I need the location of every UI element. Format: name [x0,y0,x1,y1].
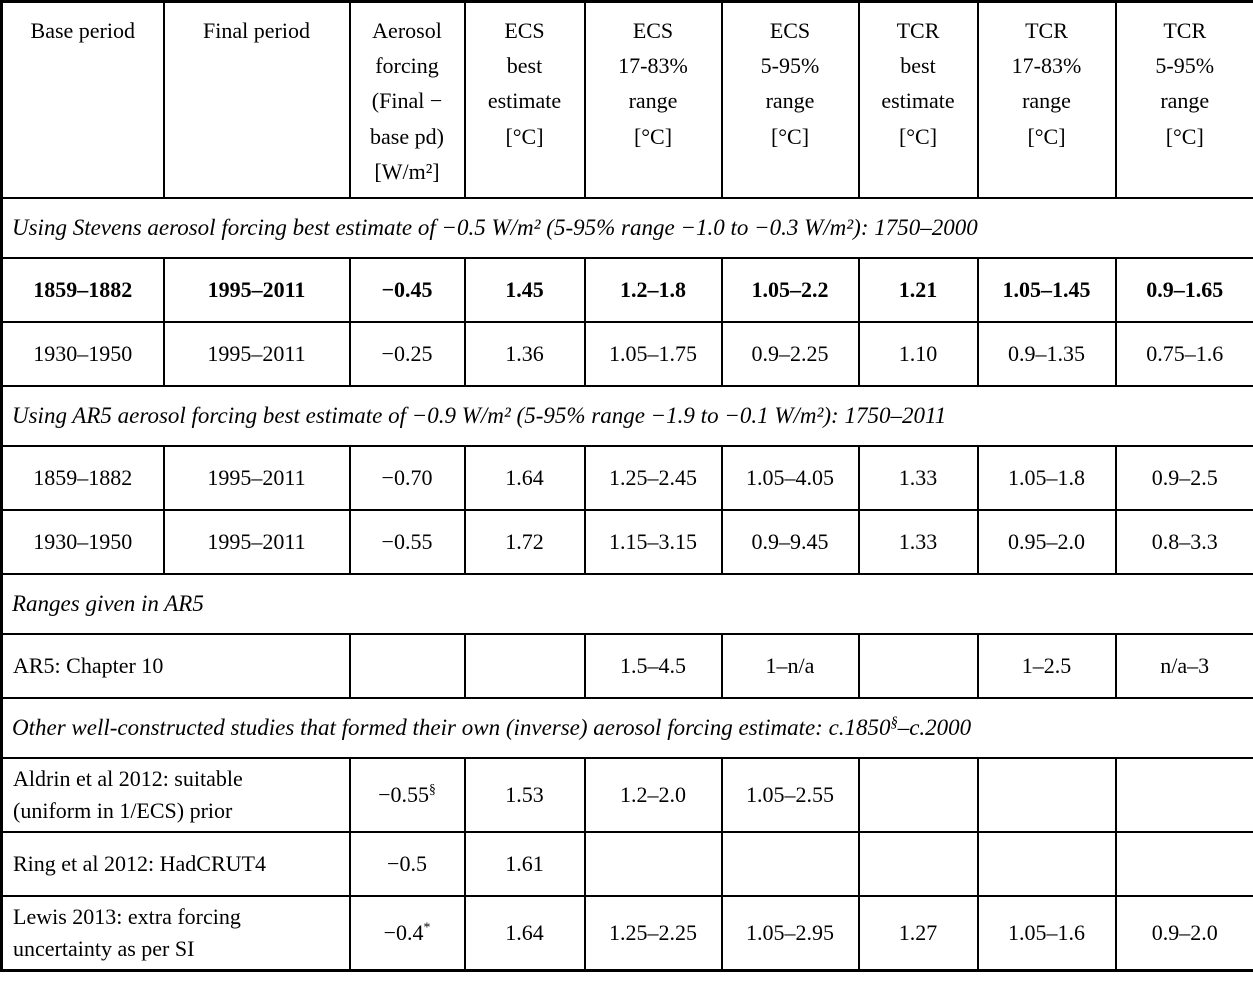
table-cell: 1.64 [463,894,586,972]
column-header-final-period: Final period [162,0,351,199]
table-cell: 0.9–2.0 [1114,894,1253,972]
column-header-ecs-5-95: ECS 5-95% range [°C] [720,0,860,199]
table-cell: −0.70 [348,445,466,511]
row-label: Ring et al 2012: HadCRUT4 [0,830,351,897]
table-body: Using Stevens aerosol forcing best estim… [0,197,1253,972]
column-header-ecs-best: ECS best estimate [°C] [463,0,586,199]
table-cell [348,633,466,699]
table-cell [1114,830,1253,897]
section-header: Other well-constructed studies that form… [0,697,1253,759]
table-cell: 0.9–1.65 [1114,257,1253,323]
table-header: Base period Final period Aerosol forcing… [0,0,1253,199]
table-cell [463,633,586,699]
data-row: AR5: Chapter 10 1.5–4.5 1–n/a 1–2.5 n/a–3 [0,633,1253,699]
table-cell: 1.05–2.95 [720,894,860,972]
table-cell: 1.25–2.25 [583,894,723,972]
column-header-aerosol-forcing: Aerosol forcing (Final − base pd) [W/m²] [348,0,466,199]
table-cell [857,830,979,897]
table-cell: 1.15–3.15 [583,509,723,575]
table-cell: 0.9–2.5 [1114,445,1253,511]
table-cell: 1.61 [463,830,586,897]
table-cell: 1.10 [857,321,979,387]
data-row: Aldrin et al 2012: suitable (uniform in … [0,757,1253,833]
table-cell: 1.05–1.75 [583,321,723,387]
column-header-tcr-17-83: TCR 17-83% range [°C] [976,0,1117,199]
table-cell: 0.75–1.6 [1114,321,1253,387]
table-cell: 1995–2011 [162,445,351,511]
row-label: Lewis 2013: extra forcing uncertainty as… [0,894,351,972]
table-cell: 1995–2011 [162,321,351,387]
table-cell: 0.9–9.45 [720,509,860,575]
table-cell: n/a–3 [1114,633,1253,699]
table-cell: 1.64 [463,445,586,511]
table-cell: −0.25 [348,321,466,387]
table-cell: 1995–2011 [162,257,351,323]
table-cell: −0.55 [348,509,466,575]
table-cell: 1.33 [857,445,979,511]
table-cell [857,633,979,699]
table-cell: 0.9–1.35 [976,321,1117,387]
table-cell: 0.9–2.25 [720,321,860,387]
section-header: Using Stevens aerosol forcing best estim… [0,197,1253,259]
table-cell: −0.5 [348,830,466,897]
table-cell: 1.25–2.45 [583,445,723,511]
table-cell: 1–n/a [720,633,860,699]
table-cell [976,830,1117,897]
table-cell: 0.95–2.0 [976,509,1117,575]
row-label: AR5: Chapter 10 [0,633,351,699]
table-cell: 1.05–2.2 [720,257,860,323]
column-header-tcr-best: TCR best estimate [°C] [857,0,979,199]
table-cell: 1.05–1.45 [976,257,1117,323]
climate-sensitivity-table: Base period Final period Aerosol forcing… [0,0,1253,972]
section-row: Other well-constructed studies that form… [0,697,1253,759]
table-cell: −0.45 [348,257,466,323]
table-cell: 1.21 [857,257,979,323]
header-row: Base period Final period Aerosol forcing… [0,0,1253,199]
table-cell: 1–2.5 [976,633,1117,699]
table-cell: 1995–2011 [162,509,351,575]
table-cell: 1.36 [463,321,586,387]
section-header: Ranges given in AR5 [0,573,1253,635]
table-cell: 1859–1882 [0,445,165,511]
table-cell: 1.05–2.55 [720,757,860,833]
table-cell: −0.4* [348,894,466,972]
table-cell: 1.05–4.05 [720,445,860,511]
table-cell: 1.53 [463,757,586,833]
table-cell [583,830,723,897]
column-header-base-period: Base period [0,0,165,199]
data-row: 1859–1882 1995–2011 −0.45 1.45 1.2–1.8 1.05–2… [0,257,1253,323]
section-row: Using Stevens aerosol forcing best estim… [0,197,1253,259]
table-cell [857,757,979,833]
table-cell: 1859–1882 [0,257,165,323]
data-row: Ring et al 2012: HadCRUT4 −0.5 1.61 [0,830,1253,897]
table-cell: 1.45 [463,257,586,323]
table-cell: 0.8–3.3 [1114,509,1253,575]
table-cell: 1.5–4.5 [583,633,723,699]
table-cell: 1.72 [463,509,586,575]
table-cell [976,757,1117,833]
column-header-tcr-5-95: TCR 5-95% range [°C] [1114,0,1253,199]
table-cell: 1930–1950 [0,509,165,575]
row-label: Aldrin et al 2012: suitable (uniform in … [0,757,351,833]
table-cell [720,830,860,897]
data-row: 1859–1882 1995–2011 −0.70 1.64 1.25–2.45 1.05… [0,445,1253,511]
table-cell: 1.33 [857,509,979,575]
table-cell: 1.2–2.0 [583,757,723,833]
section-row: Ranges given in AR5 [0,573,1253,635]
table-cell: 1.27 [857,894,979,972]
table-cell: −0.55§ [348,757,466,833]
data-row: Lewis 2013: extra forcing uncertainty as… [0,894,1253,972]
table-cell: 1.05–1.8 [976,445,1117,511]
section-row: Using AR5 aerosol forcing best estimate … [0,385,1253,447]
table-cell: 1.05–1.6 [976,894,1117,972]
table-cell [1114,757,1253,833]
table-cell: 1.2–1.8 [583,257,723,323]
column-header-ecs-17-83: ECS 17-83% range [°C] [583,0,723,199]
data-row: 1930–1950 1995–2011 −0.55 1.72 1.15–3.15 0.9–… [0,509,1253,575]
section-header: Using AR5 aerosol forcing best estimate … [0,385,1253,447]
data-row: 1930–1950 1995–2011 −0.25 1.36 1.05–1.75 0.9–… [0,321,1253,387]
table-cell: 1930–1950 [0,321,165,387]
